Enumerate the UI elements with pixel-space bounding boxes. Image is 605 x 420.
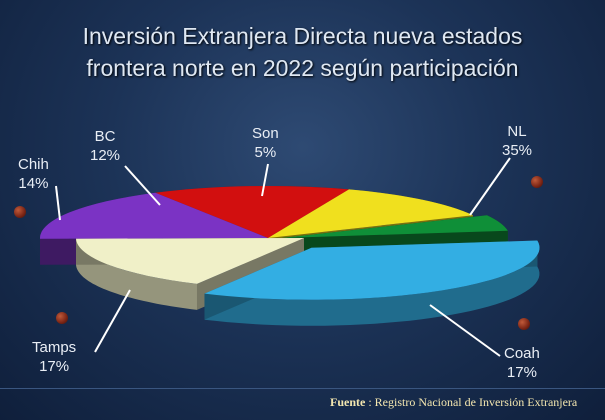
source-text: : Registro Nacional de Inversión Extranj… bbox=[365, 395, 578, 409]
label-son-value: 5% bbox=[254, 144, 277, 161]
label-bc: BC 12% bbox=[90, 127, 120, 165]
leader-line-nl bbox=[469, 157, 511, 216]
leader-line-chih bbox=[55, 185, 61, 221]
label-chih-value: 14% bbox=[18, 175, 49, 192]
decorative-bullet bbox=[518, 318, 530, 330]
leader-line-tamps bbox=[94, 289, 131, 353]
label-bc-value: 12% bbox=[90, 147, 121, 164]
pie-slice-coah bbox=[76, 238, 305, 284]
chart-title-line-2: frontera norte en 2022 según participaci… bbox=[86, 55, 519, 81]
label-tamps-value: 17% bbox=[39, 358, 70, 375]
label-coah-value: 17% bbox=[506, 364, 537, 381]
label-bc-name: BC bbox=[94, 128, 116, 145]
decorative-bullet bbox=[531, 176, 543, 188]
leader-line-son bbox=[261, 163, 269, 197]
pie-slice-tamps bbox=[40, 192, 269, 239]
pie-slice-son bbox=[282, 215, 508, 238]
leader-line-coah bbox=[429, 304, 501, 357]
source-prefix: Fuente bbox=[330, 395, 366, 409]
label-coah-name: Coah bbox=[504, 345, 540, 362]
pie-slice-side-nl bbox=[204, 240, 540, 326]
pie-slice-nl bbox=[204, 240, 540, 300]
label-coah: Coah 17% bbox=[504, 344, 540, 382]
label-nl: NL 35% bbox=[502, 122, 532, 160]
label-nl-value: 35% bbox=[502, 142, 533, 159]
label-nl-name: NL bbox=[507, 123, 527, 140]
decorative-bullet bbox=[56, 312, 68, 324]
label-chih-name: Chih bbox=[18, 156, 49, 173]
label-son: Son 5% bbox=[252, 124, 279, 162]
label-chih: Chih 14% bbox=[18, 155, 49, 193]
source-note: Fuente : Registro Nacional de Inversión … bbox=[330, 395, 577, 410]
label-tamps-name: Tamps bbox=[32, 339, 77, 356]
pie-slice-side-coah bbox=[76, 238, 197, 310]
chart-title: Inversión Extranjera Directa nueva estad… bbox=[0, 20, 605, 84]
label-son-name: Son bbox=[252, 125, 279, 142]
leader-line-bc bbox=[124, 165, 161, 206]
footer-divider bbox=[0, 388, 605, 389]
label-tamps: Tamps 17% bbox=[32, 338, 76, 376]
decorative-bullet bbox=[14, 206, 26, 218]
pie-slice-chih bbox=[155, 186, 349, 238]
pie-slice-bc bbox=[268, 189, 473, 238]
chart-title-line-1: Inversión Extranjera Directa nueva estad… bbox=[82, 23, 523, 49]
